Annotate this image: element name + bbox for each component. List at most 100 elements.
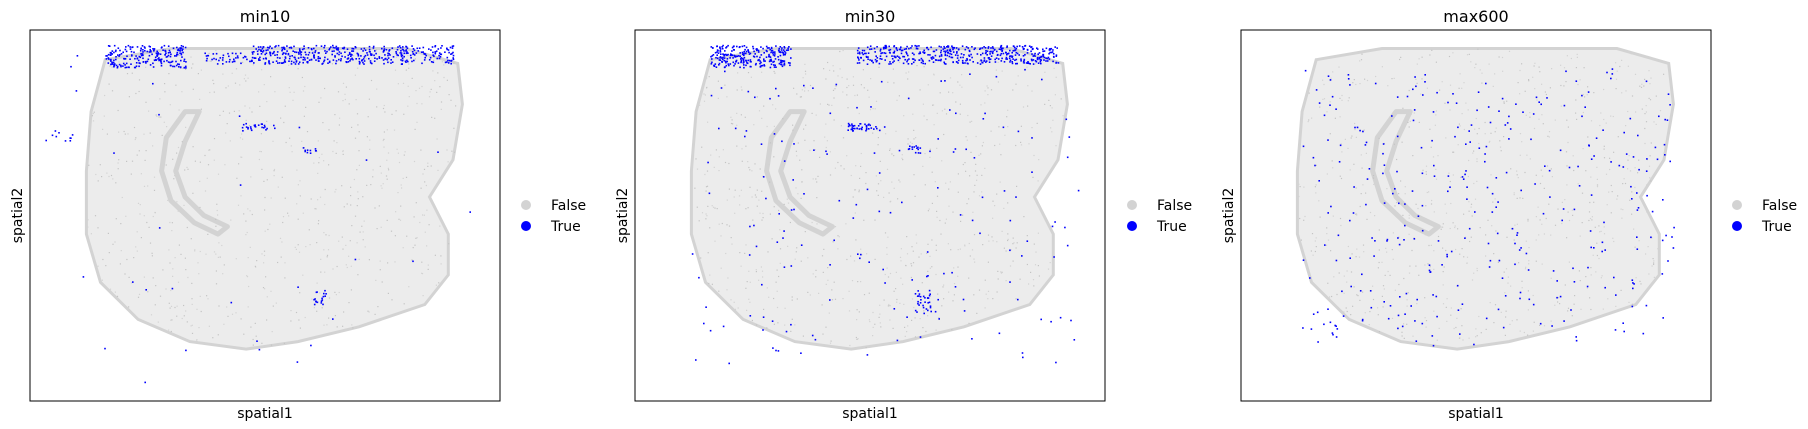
true-spot: [848, 124, 851, 126]
false-spot: [1550, 277, 1552, 279]
false-spot: [117, 109, 119, 112]
false-spot: [190, 56, 192, 58]
false-spot: [892, 327, 894, 329]
false-spot: [1645, 253, 1647, 255]
true-spot: [945, 50, 947, 52]
true-spot: [1432, 344, 1435, 347]
false-spot: [992, 200, 994, 202]
false-spot: [987, 290, 990, 292]
true-spot: [1396, 96, 1399, 98]
true-spot: [369, 60, 372, 62]
true-spot: [773, 66, 776, 68]
false-spot: [382, 139, 384, 142]
panel-min10: min10 spatial1 spatial2 False True: [10, 7, 586, 422]
false-spot: [317, 172, 319, 174]
false-spot: [701, 212, 704, 214]
true-spot: [1527, 269, 1530, 271]
false-spot: [1375, 156, 1377, 159]
false-spot: [884, 273, 886, 276]
false-spot: [746, 281, 748, 283]
true-spot: [966, 58, 968, 60]
false-spot: [706, 215, 708, 217]
true-spot: [368, 45, 371, 48]
false-spot: [1535, 260, 1537, 262]
true-spot: [148, 45, 151, 48]
true-spot: [247, 126, 249, 129]
true-spot: [117, 54, 119, 56]
false-spot: [411, 77, 413, 79]
false-spot: [975, 135, 977, 138]
false-spot: [133, 257, 135, 259]
true-spot: [1006, 53, 1008, 56]
true-spot: [1447, 190, 1449, 193]
true-spot: [901, 201, 903, 204]
false-spot: [1622, 209, 1624, 211]
true-spot: [71, 134, 74, 136]
true-spot: [372, 47, 375, 49]
false-spot: [161, 134, 163, 136]
false-spot: [266, 179, 268, 181]
false-spot: [296, 169, 298, 171]
true-spot: [857, 52, 859, 55]
false-spot: [769, 181, 771, 183]
false-spot: [755, 271, 757, 273]
false-spot: [135, 137, 137, 139]
true-spot: [1593, 155, 1595, 157]
false-spot: [824, 136, 826, 138]
true-spot: [919, 295, 922, 298]
true-spot: [411, 60, 413, 63]
false-spot: [369, 139, 371, 141]
true-spot: [1561, 219, 1563, 222]
false-spot: [274, 91, 276, 93]
false-spot: [848, 290, 850, 292]
true-spot: [1528, 298, 1531, 301]
true-spot: [141, 53, 144, 55]
false-spot: [914, 317, 916, 319]
false-spot: [1625, 125, 1627, 127]
false-spot: [762, 217, 764, 219]
true-spot: [790, 323, 792, 326]
true-spot: [142, 51, 144, 53]
true-spot: [759, 60, 761, 62]
false-spot: [1639, 85, 1641, 87]
false-spot: [1641, 108, 1643, 110]
false-spot: [1627, 159, 1629, 161]
true-spot: [950, 56, 953, 59]
false-spot: [236, 177, 238, 179]
false-spot: [889, 319, 891, 321]
false-spot: [948, 205, 950, 207]
true-spot: [1454, 135, 1456, 138]
false-spot: [387, 292, 389, 294]
false-spot: [922, 103, 924, 105]
true-spot: [1595, 137, 1598, 139]
false-spot: [1343, 311, 1345, 313]
true-spot: [774, 53, 776, 55]
false-spot: [804, 139, 806, 141]
false-spot: [111, 66, 113, 68]
false-spot: [304, 85, 306, 88]
true-spot: [70, 65, 72, 68]
true-spot: [1038, 52, 1041, 54]
false-spot: [968, 198, 970, 200]
true-spot: [437, 48, 440, 50]
false-spot: [144, 159, 146, 161]
false-spot: [1596, 178, 1598, 180]
false-spot: [194, 160, 196, 162]
true-spot: [865, 129, 867, 132]
false-spot: [1532, 294, 1534, 297]
true-spot: [384, 54, 386, 56]
true-spot: [1327, 212, 1329, 214]
true-spot: [1031, 48, 1034, 51]
true-spot: [1386, 240, 1388, 242]
false-spot: [960, 220, 962, 222]
false-spot: [1430, 203, 1433, 205]
true-spot: [861, 52, 863, 54]
false-spot: [434, 254, 436, 256]
false-spot: [1443, 266, 1445, 268]
false-spot: [895, 271, 897, 273]
true-spot: [760, 65, 763, 67]
true-spot: [281, 49, 283, 52]
false-spot: [812, 273, 814, 275]
false-spot: [345, 244, 347, 246]
true-spot: [297, 51, 300, 54]
